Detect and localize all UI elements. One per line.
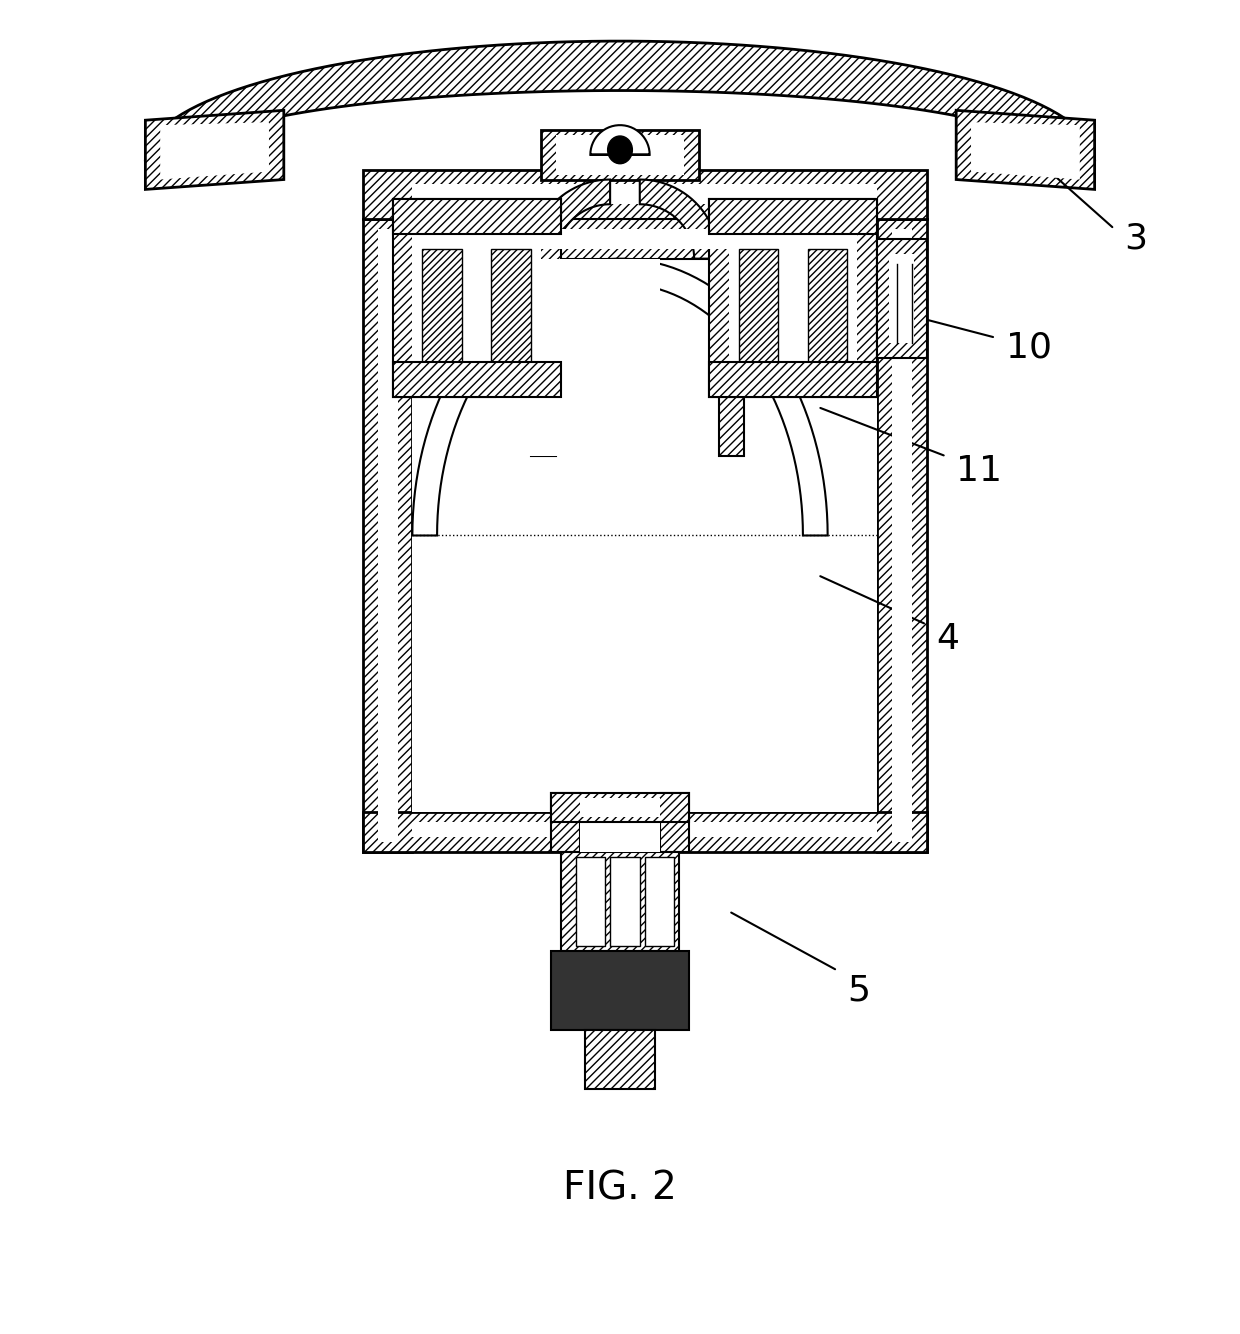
Polygon shape	[956, 111, 1095, 189]
Text: 11: 11	[956, 454, 1002, 488]
Bar	[393, 199, 560, 398]
Bar	[709, 199, 877, 233]
Bar	[660, 792, 689, 852]
Bar	[877, 239, 926, 358]
Bar	[556, 135, 684, 175]
Bar	[541, 131, 699, 180]
Polygon shape	[531, 180, 610, 259]
Bar	[496, 259, 660, 456]
Bar	[877, 219, 926, 852]
Bar	[551, 792, 689, 822]
Bar	[560, 852, 680, 951]
Polygon shape	[160, 123, 269, 180]
Bar	[739, 248, 779, 367]
Bar	[645, 856, 675, 946]
Bar	[889, 253, 914, 343]
Bar	[393, 199, 560, 233]
Bar	[892, 229, 911, 842]
Polygon shape	[640, 180, 719, 259]
Bar	[531, 259, 556, 456]
Text: 10: 10	[1006, 331, 1052, 364]
Bar	[808, 248, 847, 367]
Polygon shape	[145, 111, 284, 189]
Bar	[413, 215, 541, 383]
Bar	[575, 856, 605, 946]
Bar	[580, 792, 660, 852]
Bar	[471, 219, 799, 259]
Polygon shape	[971, 123, 1080, 180]
Bar	[729, 215, 857, 383]
Bar	[393, 363, 560, 398]
Bar	[491, 229, 779, 248]
Polygon shape	[413, 259, 827, 535]
Polygon shape	[145, 41, 1095, 160]
Bar	[709, 363, 877, 398]
Bar	[551, 792, 580, 852]
Bar	[363, 169, 926, 219]
Text: FIG. 2: FIG. 2	[563, 1169, 677, 1207]
Ellipse shape	[608, 136, 632, 164]
Bar	[719, 259, 744, 456]
Bar	[709, 199, 877, 398]
Bar	[610, 856, 640, 946]
Bar	[413, 184, 877, 204]
Bar	[585, 1030, 655, 1090]
Text: 4: 4	[936, 623, 960, 656]
Bar	[423, 248, 461, 367]
Bar	[363, 812, 926, 852]
Bar	[413, 822, 877, 836]
Polygon shape	[590, 125, 650, 155]
Bar	[551, 951, 689, 1030]
Text: 5: 5	[847, 974, 870, 1007]
Bar	[491, 248, 531, 367]
Bar	[413, 219, 877, 812]
Text: 3: 3	[1125, 221, 1147, 256]
Bar	[378, 229, 398, 842]
Bar	[580, 798, 660, 818]
Bar	[363, 219, 413, 852]
